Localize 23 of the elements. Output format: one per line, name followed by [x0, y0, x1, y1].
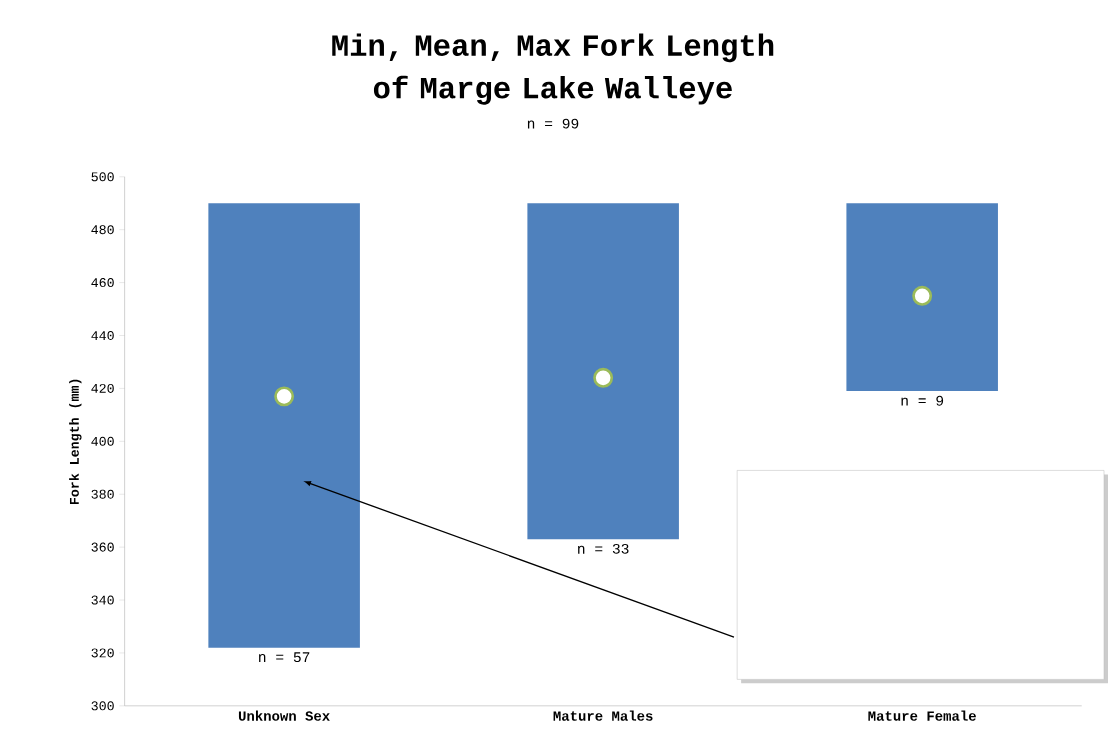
y-tick-label: 360 [91, 542, 114, 552]
y-tick-label: 460 [91, 278, 114, 288]
y-tick-label: 380 [91, 489, 114, 499]
y-tick-label: 440 [91, 331, 114, 341]
chart-title: Min, Mean, Max Fork Length of Marge Lake Walleye [332, 33, 774, 105]
y-tick-label: 340 [91, 595, 114, 605]
y-tick-label: 420 [91, 384, 114, 394]
chart-subtitle: n = 99 [527, 118, 579, 129]
annotation: n = 57 [259, 652, 310, 663]
y-tick-label: 320 [91, 648, 114, 658]
point [593, 368, 614, 388]
y-tick-label: 480 [91, 225, 114, 235]
point [912, 286, 933, 306]
y-axis-title: Fork Length (mm) [69, 379, 82, 505]
y-tick-label: 400 [91, 436, 114, 446]
annotation: n = 33 [578, 544, 629, 554]
point [274, 386, 295, 407]
x-tick-label: Unknown Sex [238, 710, 330, 721]
y-tick-label: 500 [91, 172, 114, 182]
x-tick-label: Mature Female [868, 710, 976, 721]
y-tick-label: 300 [91, 701, 114, 711]
annotation: n = 9 [901, 395, 944, 406]
x-tick-label: Mature Males [553, 710, 653, 721]
